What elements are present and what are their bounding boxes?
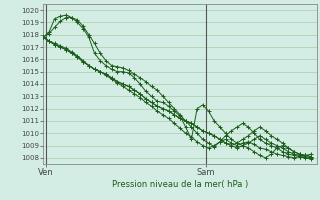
X-axis label: Pression niveau de la mer( hPa ): Pression niveau de la mer( hPa ) [112,180,248,189]
